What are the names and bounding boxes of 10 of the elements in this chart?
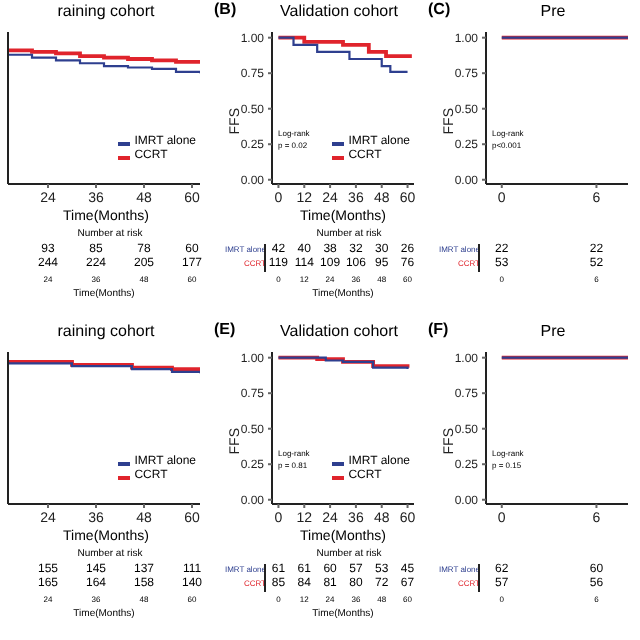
chart-title: Pre bbox=[540, 2, 566, 20]
text: (C) bbox=[428, 0, 451, 18]
chart-title: Pre bbox=[540, 322, 566, 340]
text: (B) bbox=[214, 0, 237, 18]
chart-title: raining cohort bbox=[55, 320, 157, 344]
text: (E) bbox=[214, 320, 236, 338]
chart-title: Validation cohort bbox=[280, 322, 398, 340]
text: (F) bbox=[428, 320, 449, 338]
chart-title: Validation cohort bbox=[280, 2, 398, 20]
chart-title: raining cohort bbox=[55, 0, 157, 24]
